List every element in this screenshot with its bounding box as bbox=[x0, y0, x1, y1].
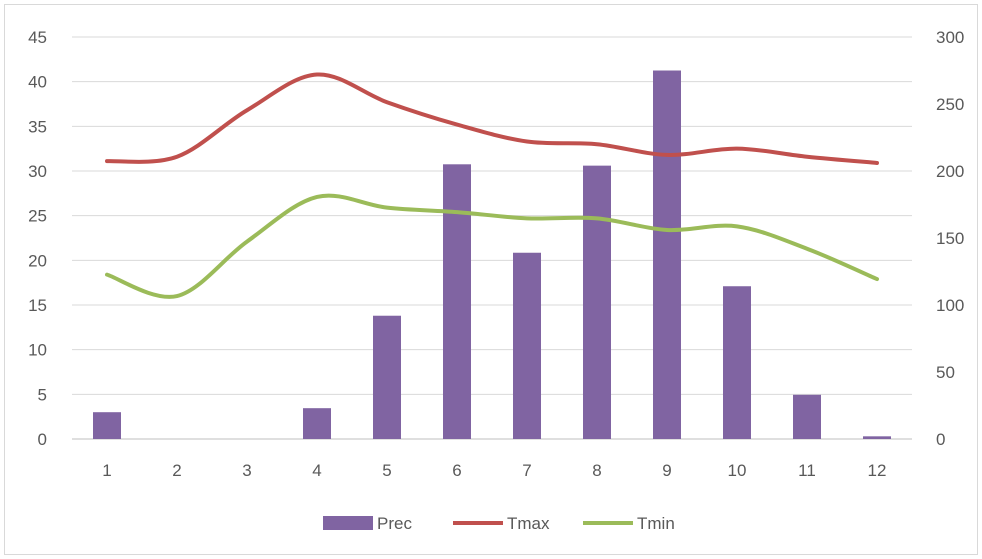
y-right-tick-label: 0 bbox=[936, 430, 945, 449]
gridlines bbox=[72, 36, 912, 440]
x-tick-label: 8 bbox=[592, 461, 601, 480]
legend-label-prec: Prec bbox=[377, 514, 412, 533]
y-right-tick-label: 150 bbox=[936, 229, 964, 248]
y-left-tick-label: 35 bbox=[28, 117, 47, 136]
prec-bar bbox=[513, 252, 541, 439]
prec-bar bbox=[863, 436, 891, 439]
prec-bar bbox=[723, 286, 751, 439]
y-left-tick-label: 0 bbox=[38, 430, 47, 449]
x-tick-label: 5 bbox=[382, 461, 391, 480]
prec-bar bbox=[583, 165, 611, 439]
prec-bar bbox=[443, 164, 471, 440]
y-left-tick-label: 25 bbox=[28, 207, 47, 226]
prec-bar bbox=[793, 394, 821, 439]
y-right-tick-label: 100 bbox=[936, 296, 964, 315]
x-tick-label: 11 bbox=[798, 461, 816, 480]
prec-bar bbox=[93, 412, 121, 439]
x-tick-label: 7 bbox=[522, 461, 531, 480]
y-left-tick-label: 30 bbox=[28, 162, 47, 181]
legend-label-tmax: Tmax bbox=[507, 514, 550, 533]
prec-bar bbox=[373, 315, 401, 439]
y-right-tick-label: 50 bbox=[936, 363, 955, 382]
temperature-lines bbox=[105, 72, 879, 299]
legend-swatch-prec bbox=[323, 516, 373, 530]
legend-label-tmin: Tmin bbox=[637, 514, 675, 533]
prec-bar bbox=[653, 70, 681, 439]
tmax-line bbox=[105, 72, 879, 165]
x-tick-label: 3 bbox=[242, 461, 251, 480]
x-tick-label: 4 bbox=[312, 461, 321, 480]
y-right-tick-label: 200 bbox=[936, 162, 964, 181]
legend: Prec Tmax Tmin bbox=[323, 514, 675, 533]
y-left-tick-label: 15 bbox=[28, 296, 47, 315]
y-left-tick-label: 20 bbox=[28, 251, 47, 270]
tmin-line bbox=[105, 193, 879, 299]
chart-frame: 0 5 10 15 20 25 30 35 40 45 0 50 100 150 200 250 300 1 2 3 4… bbox=[4, 4, 978, 555]
x-tick-label: 9 bbox=[662, 461, 671, 480]
y-left-tick-label: 40 bbox=[28, 73, 47, 92]
y-left-tick-label: 5 bbox=[38, 385, 47, 404]
x-tick-label: 2 bbox=[172, 461, 181, 480]
y-right-tick-label: 300 bbox=[936, 28, 964, 47]
x-tick-label: 1 bbox=[102, 461, 111, 480]
x-tick-label: 12 bbox=[868, 461, 887, 480]
y-right-tick-label: 250 bbox=[936, 95, 964, 114]
y-left-tick-label: 45 bbox=[28, 28, 47, 47]
y-left-tick-label: 10 bbox=[28, 341, 47, 360]
prec-bars bbox=[93, 70, 891, 440]
prec-bar bbox=[303, 408, 331, 439]
x-tick-label: 6 bbox=[452, 461, 461, 480]
x-tick-label: 10 bbox=[728, 461, 747, 480]
